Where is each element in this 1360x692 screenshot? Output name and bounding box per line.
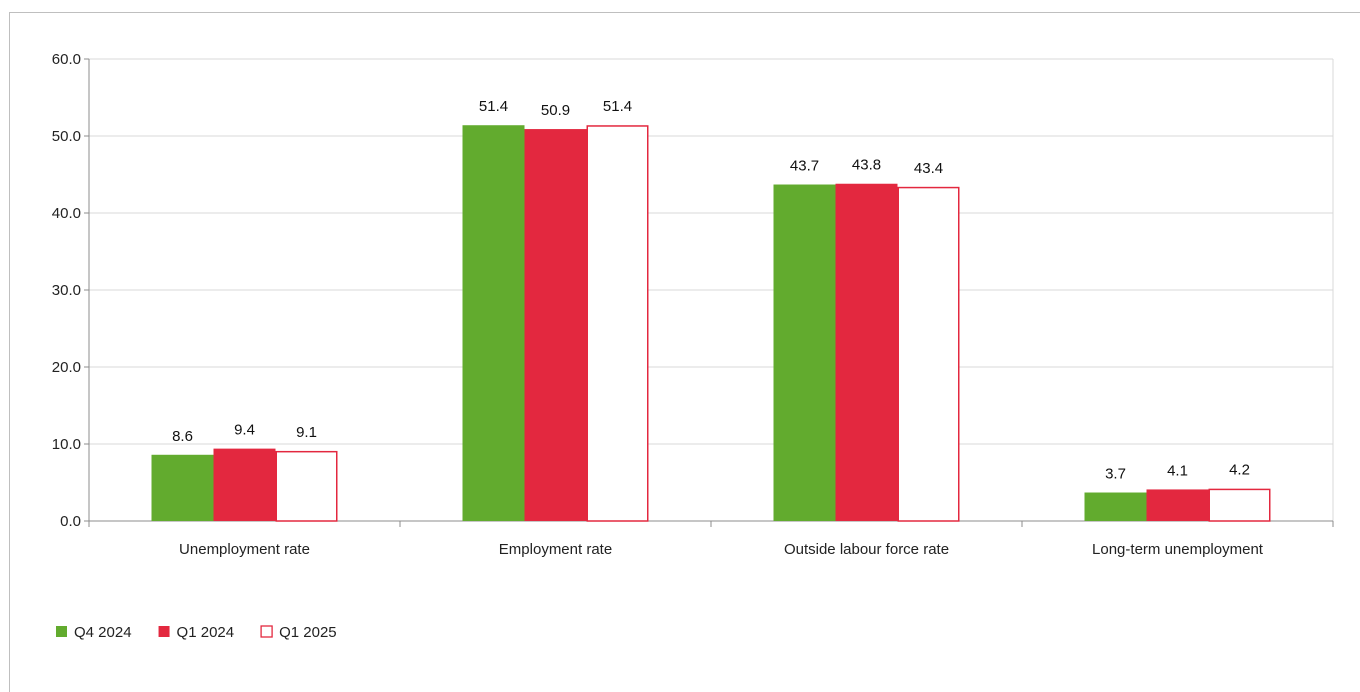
legend-label: Q4 2024	[74, 624, 132, 641]
y-tick-label: 50.0	[52, 128, 81, 145]
chart-frame	[9, 12, 1360, 692]
data-label: 4.2	[1229, 462, 1250, 479]
grid-lines	[89, 58, 1334, 521]
bar	[773, 184, 836, 521]
y-tick-label: 40.0	[52, 205, 81, 222]
data-label: 43.7	[790, 158, 819, 175]
bar	[213, 448, 276, 521]
legend-swatch	[260, 625, 273, 638]
legend: Q4 2024 Q1 2024 Q1 2025	[56, 624, 337, 641]
category-label: Employment rate	[499, 541, 612, 558]
bar	[462, 125, 525, 521]
data-label: 50.9	[541, 102, 570, 119]
legend-swatch	[56, 626, 67, 637]
y-tick-label: 30.0	[52, 282, 81, 299]
legend-swatch	[158, 626, 170, 637]
bar	[524, 129, 587, 521]
data-label: 8.6	[172, 428, 193, 445]
data-label: 43.4	[914, 160, 943, 177]
data-label: 9.1	[296, 424, 317, 441]
data-label: 51.4	[603, 98, 632, 115]
category-label: Long-term unemployment	[1092, 541, 1264, 558]
bars	[151, 125, 1271, 522]
y-tick-label: 10.0	[52, 436, 81, 453]
category-label: Unemployment rate	[179, 541, 310, 558]
data-labels: 8.6 9.4 9.1 51.4 50.9 51.4 43.7 43.8 43.4 3.7 4.1 4…	[172, 98, 1250, 482]
data-label: 43.8	[852, 157, 881, 174]
category-label: Outside labour force rate	[784, 541, 949, 558]
legend-label: Q1 2024	[177, 624, 235, 641]
y-tick-label: 20.0	[52, 359, 81, 376]
bar-chart: 0.0 10.0 20.0 30.0 40.0 50.0 60.0 Unemployment …	[52, 51, 1334, 641]
bar	[1146, 489, 1209, 521]
bar	[835, 183, 898, 522]
bar	[586, 125, 649, 522]
data-label: 9.4	[234, 422, 255, 439]
y-tick-label: 0.0	[60, 513, 81, 530]
legend-label: Q1 2025	[279, 624, 337, 641]
data-label: 3.7	[1105, 466, 1126, 483]
data-label: 51.4	[479, 98, 508, 115]
bar	[1208, 488, 1271, 522]
axes: 0.0 10.0 20.0 30.0 40.0 50.0 60.0 Unemployment …	[52, 51, 1334, 558]
y-tick-label: 60.0	[52, 51, 81, 68]
bar	[897, 186, 960, 522]
data-label: 4.1	[1167, 462, 1188, 479]
bar	[151, 454, 214, 521]
bar	[275, 450, 338, 522]
bar	[1084, 492, 1147, 521]
